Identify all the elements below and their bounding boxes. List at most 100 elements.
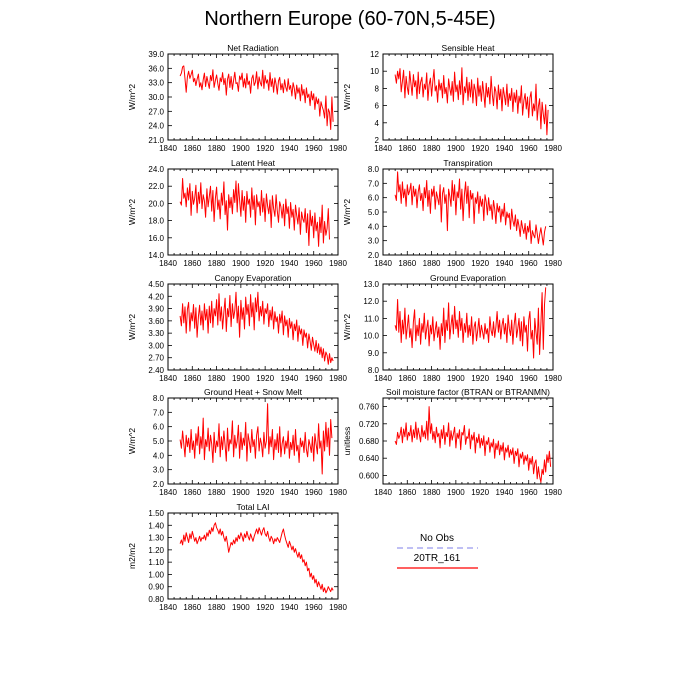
y-tick-label: 2.40 [148,366,164,375]
y-tick-label: 1.30 [148,534,164,543]
panel-title: Soil moisture factor (BTRAN or BTRANMN) [386,387,550,397]
x-tick-label: 1940 [281,259,299,268]
y-tick-label: 27.0 [148,107,164,116]
x-tick-label: 1920 [471,259,489,268]
y-tick-label: 8 [375,84,380,93]
plot-frame [382,168,554,256]
chart-panel: Net Radiation W/m^2 1840 1860 1880 1900 1920 19… [127,43,347,153]
y-tick-label: 8.0 [368,366,380,375]
x-tick-label: 1860 [183,603,201,612]
panel-title: Ground Evaporation [430,273,506,283]
y-tick-label: 4 [375,119,380,128]
x-tick-label: 1940 [281,144,299,153]
x-tick-label: 1920 [471,488,489,497]
y-axis-label: W/m^2 [342,84,352,110]
y-tick-label: 13.0 [363,280,379,289]
y-tick-label: 1.20 [148,546,164,555]
x-tick-label: 1940 [496,488,514,497]
x-tick-label: 1840 [159,259,177,268]
y-tick-label: 2.0 [153,480,165,489]
y-tick-label: 3.90 [148,305,164,314]
y-tick-label: 10 [370,67,379,76]
x-tick-label: 1900 [447,259,465,268]
y-tick-label: 3.0 [368,237,380,246]
panel-title: Net Radiation [227,43,279,53]
y-axis-label: unitless [342,427,352,456]
y-tick-label: 0.640 [359,454,380,463]
y-tick-label: 0.720 [359,420,380,429]
chart-panel: Transpiration W/m^2 1840 1860 1880 1900 1920 19… [342,158,562,268]
x-tick-label: 1880 [423,488,441,497]
x-tick-label: 1960 [305,488,323,497]
x-tick-label: 1920 [471,144,489,153]
x-tick-label: 1900 [447,488,465,497]
series-line-20tr-161 [179,178,330,247]
x-tick-label: 1960 [305,144,323,153]
y-tick-label: 36.0 [148,64,164,73]
y-tick-label: 3.60 [148,317,164,326]
y-tick-label: 22.0 [148,182,164,191]
x-tick-label: 1960 [520,374,538,383]
y-tick-label: 4.20 [148,292,164,301]
x-tick-label: 1900 [232,488,250,497]
x-tick-label: 1860 [398,374,416,383]
x-tick-label: 1920 [256,259,274,268]
y-tick-label: 5.0 [368,208,380,217]
x-tick-label: 1900 [447,144,465,153]
x-tick-label: 1960 [305,259,323,268]
x-tick-label: 1880 [423,144,441,153]
chart-panel: Ground Evaporation W/m^2 1840 1860 1880 1900 1… [342,273,562,383]
y-tick-label: 18.0 [148,217,164,226]
x-tick-label: 1900 [447,374,465,383]
y-tick-label: 30.0 [148,93,164,102]
y-axis-label: W/m^2 [127,84,137,110]
x-tick-label: 1840 [159,488,177,497]
y-tick-label: 0.600 [359,471,380,480]
y-tick-label: 24.0 [148,165,164,174]
x-tick-label: 1900 [232,259,250,268]
y-tick-label: 4.50 [148,280,164,289]
x-tick-label: 1940 [496,144,514,153]
x-tick-label: 1840 [374,144,392,153]
x-tick-label: 1880 [208,488,226,497]
x-tick-label: 1860 [183,259,201,268]
legend-label-no-obs: No Obs [420,533,454,544]
panel-title: Transpiration [443,158,493,168]
y-tick-label: 12.0 [363,297,379,306]
y-tick-label: 3.00 [148,341,164,350]
y-axis-label: W/m^2 [342,199,352,225]
x-tick-label: 1980 [544,259,562,268]
series-line-20tr-161 [179,403,333,475]
x-tick-label: 1980 [544,374,562,383]
x-tick-label: 1840 [374,259,392,268]
y-tick-label: 11.0 [364,314,380,323]
chart-panel: Canopy Evaporation W/m^2 1840 1860 1880 1900 1… [127,273,347,383]
y-tick-label: 8.0 [368,165,380,174]
x-tick-label: 1980 [544,488,562,497]
y-axis-label: m2/m2 [127,543,137,569]
x-tick-label: 1880 [208,374,226,383]
plot-frame [167,512,339,600]
y-tick-label: 14.0 [148,251,164,260]
x-tick-label: 1920 [256,374,274,383]
x-tick-label: 1920 [256,488,274,497]
y-tick-label: 0.760 [359,403,380,412]
x-tick-label: 1940 [496,259,514,268]
chart-panel: Sensible Heat W/m^2 1840 1860 1880 1900 1920 19… [342,43,562,153]
chart-panels: Net Radiation W/m^2 1840 1860 1880 1900 1920 19… [127,43,562,612]
plot-frame [382,397,554,485]
y-tick-label: 0.80 [148,595,164,604]
y-tick-label: 2.70 [148,354,164,363]
x-tick-label: 1980 [329,259,347,268]
x-tick-label: 1920 [256,603,274,612]
legend-label-20tr-161: 20TR_161 [414,553,461,564]
y-tick-label: 1.00 [148,570,164,579]
y-axis-label: W/m^2 [342,314,352,340]
series-line-20tr-161 [394,287,547,359]
series-line-20tr-161 [394,171,547,246]
y-tick-label: 7.0 [368,179,380,188]
x-tick-label: 1880 [208,603,226,612]
y-tick-label: 12 [370,50,379,59]
chart-panel: Ground Heat + Snow Melt W/m^2 1840 1860 1880… [127,387,347,497]
